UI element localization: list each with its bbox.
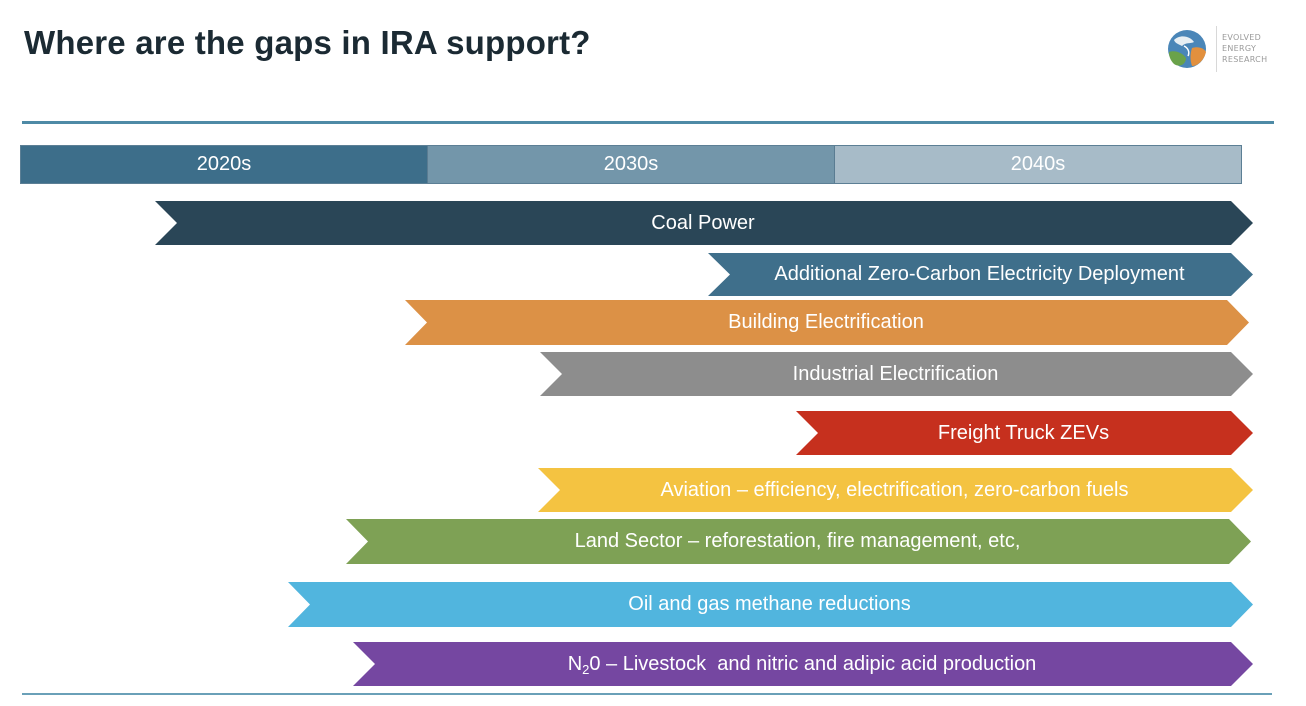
decade-timeline: 2020s 2030s 2040s (20, 145, 1242, 184)
n2o-subscript: 2 (582, 661, 590, 677)
decade-2020s: 2020s (21, 146, 428, 183)
arrow-label: Industrial Electrification (792, 362, 999, 385)
decade-2040s: 2040s (835, 146, 1241, 183)
decade-2030s: 2030s (428, 146, 835, 183)
arrow-land-sector: Land Sector – reforestation, fire manage… (346, 519, 1251, 564)
arrow-n2o: N20 – Livestock and nitric and adipic ac… (353, 642, 1253, 686)
arrow-label: Freight Truck ZEVs (937, 421, 1110, 444)
arrow-oil-gas-methane: Oil and gas methane reductions (288, 582, 1253, 627)
arrow-aviation: Aviation – efficiency, electrification, … (538, 468, 1253, 512)
arrow-coal-power: Coal Power (155, 201, 1253, 245)
globe-leaf-logo-icon (1168, 30, 1206, 68)
arrow-industrial-electrification: Industrial Electrification (540, 352, 1253, 396)
slide-title: Where are the gaps in IRA support? (24, 24, 591, 61)
arrow-label: Building Electrification (728, 311, 924, 333)
arrow-building-electrification: Building Electrification (405, 300, 1249, 345)
arrow-label: N20 – Livestock and nitric and adipic ac… (568, 653, 1037, 676)
arrow-zero-carbon-electricity: Additional Zero-Carbon Electricity Deplo… (708, 253, 1253, 296)
n2o-suffix: 0 – Livestock and nitric and adipic acid… (589, 652, 1037, 675)
arrow-label: Land Sector – reforestation, fire manage… (574, 530, 1021, 552)
arrow-label: Coal Power (651, 211, 755, 234)
bottom-divider (22, 693, 1272, 695)
arrow-label: Oil and gas methane reductions (628, 593, 911, 615)
evolved-energy-research-logo: EVOLVED ENERGY RESEARCH (1166, 26, 1278, 72)
logo-line: RESEARCH (1222, 55, 1268, 64)
logo-divider (1216, 26, 1217, 72)
logo-line: ENERGY (1222, 44, 1257, 53)
title-divider (22, 121, 1274, 124)
logo-wordmark: EVOLVED ENERGY RESEARCH (1222, 32, 1267, 65)
arrow-label: Additional Zero-Carbon Electricity Deplo… (774, 263, 1185, 285)
n2o-prefix: N (567, 652, 583, 675)
logo-line: EVOLVED (1222, 33, 1262, 42)
arrow-label: Aviation – efficiency, electrification, … (660, 478, 1129, 501)
arrow-freight-truck-zevs: Freight Truck ZEVs (796, 411, 1253, 455)
